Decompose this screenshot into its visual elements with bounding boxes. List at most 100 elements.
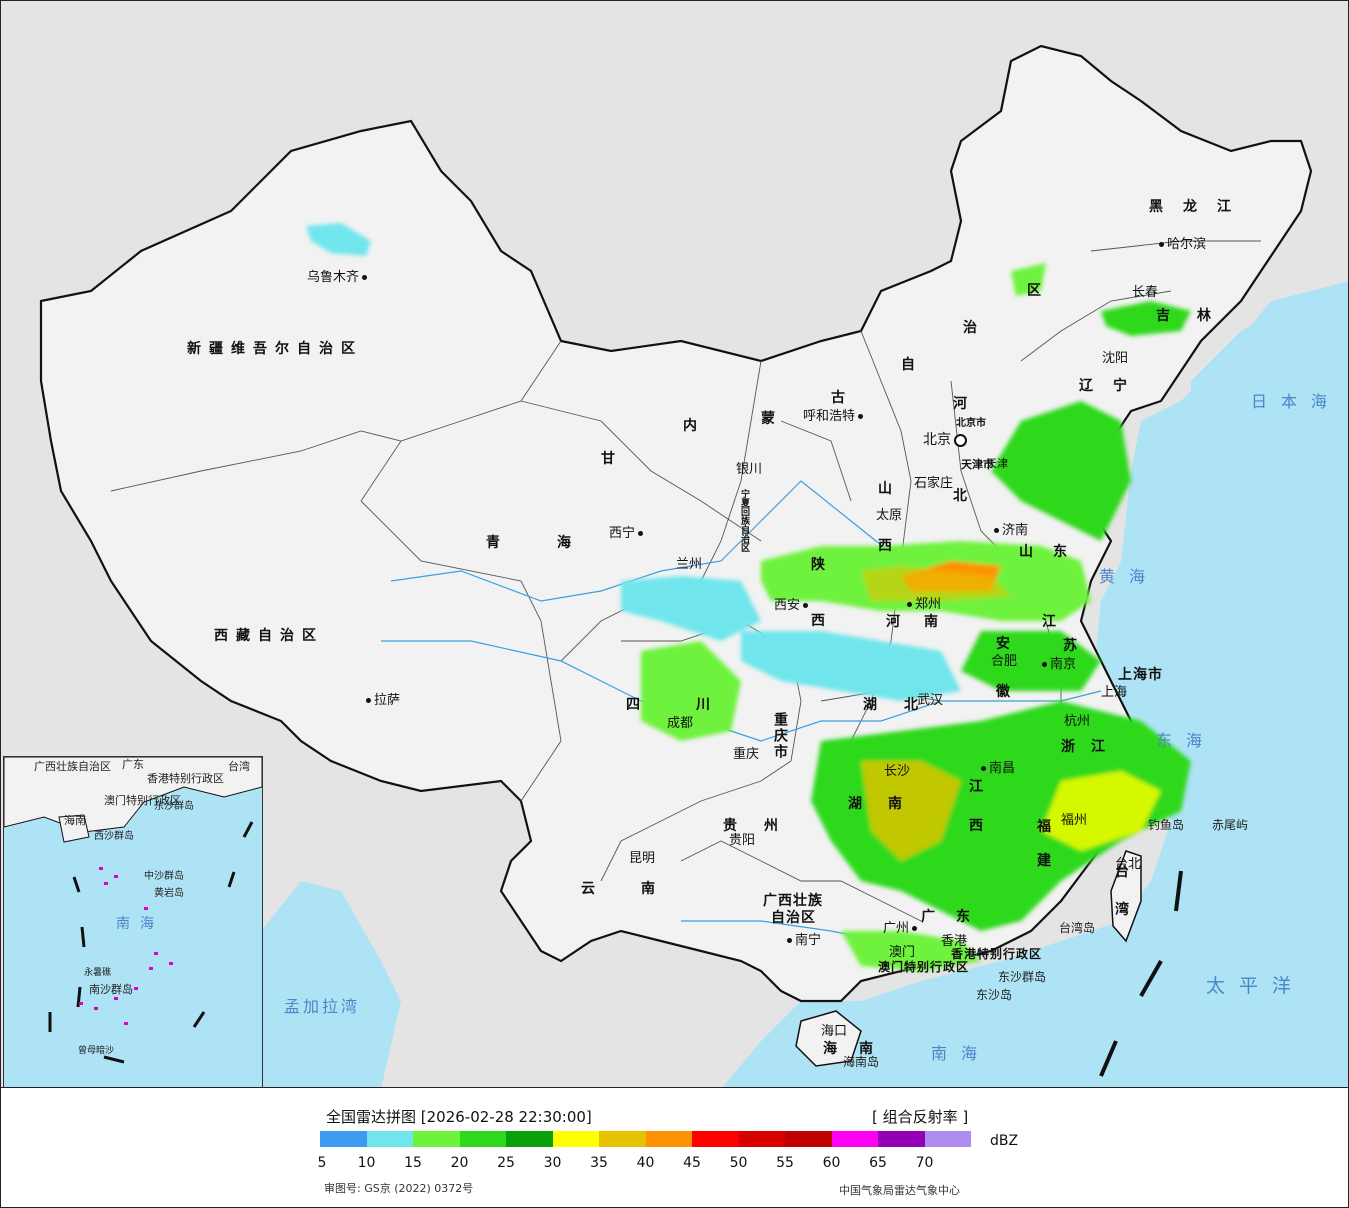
color-bar-swatch — [924, 1131, 971, 1147]
color-bar — [320, 1131, 971, 1147]
province-label-shaanxi-1: 陕 — [811, 557, 839, 573]
province-label-hebei-1: 河 — [953, 396, 981, 412]
province-label-ningxia: 宁夏回族自治区 — [739, 489, 749, 552]
color-bar-swatch — [599, 1131, 646, 1147]
province-label-hubei-2: 北 — [904, 697, 932, 713]
producer-label: 中国气象局雷达气象中心 — [839, 1184, 960, 1197]
tick-label: 40 — [636, 1155, 655, 1171]
city-harbin: 哈尔滨 — [1156, 238, 1206, 251]
city-xining: 西宁 — [609, 527, 646, 540]
province-label-shandong-2: 东 — [1053, 544, 1081, 560]
inset-label-yongshu: 永暑礁 — [84, 968, 112, 978]
province-label-guangxi-2: 自治区 — [771, 910, 816, 926]
province-label-gansu: 甘 — [601, 451, 629, 467]
unit-label: dBZ — [990, 1133, 1019, 1149]
island-hainan: 海南岛 — [843, 1055, 880, 1069]
city-hefei: 合肥 — [991, 654, 1018, 669]
province-label-henan-2: 南 — [924, 614, 952, 630]
city-kunming: 昆明 — [629, 851, 656, 866]
inset-label-guangxi: 广西壮族自治区 — [34, 760, 111, 773]
sea-label-south: 南海 — [931, 1044, 992, 1063]
city-tianjin: 天津 — [986, 457, 1008, 470]
color-bar-swatch — [692, 1131, 739, 1147]
city-nanning: 南宁 — [784, 934, 821, 947]
city-hangzhou: 杭州 — [1064, 714, 1091, 729]
province-label-guangdong-1: 广 — [921, 909, 949, 925]
echo-neimeng — [1011, 263, 1046, 296]
city-haikou: 海口 — [821, 1024, 848, 1039]
city-hohhot: 呼和浩特 — [803, 410, 866, 423]
province-label-macau: 澳门特别行政区 — [878, 960, 970, 974]
legend-panel — [0, 1088, 1349, 1208]
echo-south — [811, 701, 1191, 931]
inset-label-xisha: 西沙群岛 — [94, 831, 134, 842]
inset-label-hongkong: 香港特别行政区 — [147, 772, 224, 785]
province-label-sichuan-1: 四 — [626, 697, 654, 713]
province-label-beijing: 北京市 — [956, 418, 986, 429]
echo-urumqi — [306, 223, 371, 256]
province-label-jilin-1: 吉 — [1156, 308, 1184, 324]
color-bar-swatch — [320, 1131, 367, 1147]
province-label-liaoning-1: 辽 — [1079, 378, 1107, 394]
province-label-neimenggu-5: 治 — [963, 320, 991, 336]
province-label-zhejiang-2: 江 — [1091, 739, 1119, 755]
province-label-hainan-1: 海 — [823, 1041, 851, 1057]
tick-label: 45 — [683, 1155, 701, 1171]
province-label-anhui-2: 徽 — [996, 684, 1024, 700]
sea-label-pacific: 太平洋 — [1206, 975, 1306, 997]
province-label-anhui-1: 安 — [996, 636, 1024, 652]
province-label-shanxi-1: 山 — [878, 481, 906, 497]
echo-central — [741, 631, 961, 701]
inset-label-zengmu: 曾母暗沙 — [78, 1046, 115, 1056]
city-xian: 西安 — [774, 599, 811, 612]
province-label-jilin-2: 林 — [1197, 308, 1225, 324]
province-label-heilongjiang: 黑龙江 — [1149, 199, 1251, 215]
province-label-chongqing: 重庆市 — [772, 712, 788, 760]
echo-sichuan — [641, 641, 741, 741]
city-lhasa: 拉萨 — [363, 694, 400, 707]
province-label-yunnan-1: 云 — [581, 881, 609, 897]
tick-label: 5 — [317, 1155, 327, 1171]
province-label-zhejiang-1: 浙 — [1061, 739, 1089, 755]
island-dongsha-group: 东沙群岛 — [998, 970, 1047, 984]
province-label-neimenggu-3: 古 — [831, 390, 859, 406]
province-label-jiangsu-1: 江 — [1042, 614, 1070, 630]
sea-label-japan: 日本海 — [1251, 392, 1342, 411]
city-guangzhou: 广州 — [883, 922, 920, 935]
province-label-fujian-2: 建 — [1037, 853, 1065, 869]
color-bar-swatch — [738, 1131, 785, 1147]
province-label-neimenggu-2: 蒙 — [761, 411, 789, 427]
inset-label-taiwan: 台湾 — [228, 760, 250, 773]
tick-label: 65 — [869, 1155, 887, 1171]
province-label-tianjin: 天津市 — [961, 458, 994, 471]
city-changsha: 长沙 — [884, 764, 911, 779]
city-hongkong: 香港 — [941, 934, 968, 949]
tick-label: 15 — [404, 1155, 422, 1171]
inset-label-hainan: 海南 — [64, 814, 86, 827]
product-name: [ 组合反射率 ] — [872, 1108, 969, 1126]
bengal-bay — [261, 881, 401, 1087]
province-label-taiwan-2: 湾 — [1115, 902, 1143, 918]
inset-label-macau: 澳门特别行政区 — [104, 794, 181, 807]
island-chiwei: 赤尾屿 — [1212, 818, 1249, 832]
color-bar-ticks: 5 10 15 20 25 30 35 40 45 50 55 60 65 70 — [0, 1155, 1349, 1173]
province-label-shanxi-2: 西 — [878, 538, 906, 554]
province-label-neimenggu-6: 区 — [1027, 283, 1055, 299]
province-label-neimenggu-1: 内 — [683, 418, 711, 434]
echo-guangdong — [841, 931, 981, 971]
maritime-boundary — [1099, 870, 1183, 1077]
province-label-guizhou-1: 贵 — [723, 818, 751, 834]
inset-label-guangdong: 广东 — [122, 758, 144, 771]
city-jinan: 济南 — [991, 524, 1028, 537]
province-label-guizhou-2: 州 — [764, 818, 792, 834]
city-zhengzhou: 郑州 — [904, 598, 941, 611]
color-bar-swatch — [459, 1131, 506, 1147]
province-label-hongkong: 香港特别行政区 — [951, 947, 1043, 961]
province-label-hebei-2: 北 — [953, 488, 981, 504]
inset-label-huangyan: 黄岩岛 — [154, 888, 184, 899]
legend-title: 全国雷达拼图 [2026-02-28 22:30:00] — [326, 1108, 592, 1126]
province-label-jiangxi-1: 江 — [969, 779, 997, 795]
province-label-guangxi-1: 广西壮族 — [763, 893, 823, 909]
city-macau: 澳门 — [889, 945, 916, 960]
province-label-henan-1: 河 — [886, 614, 914, 630]
